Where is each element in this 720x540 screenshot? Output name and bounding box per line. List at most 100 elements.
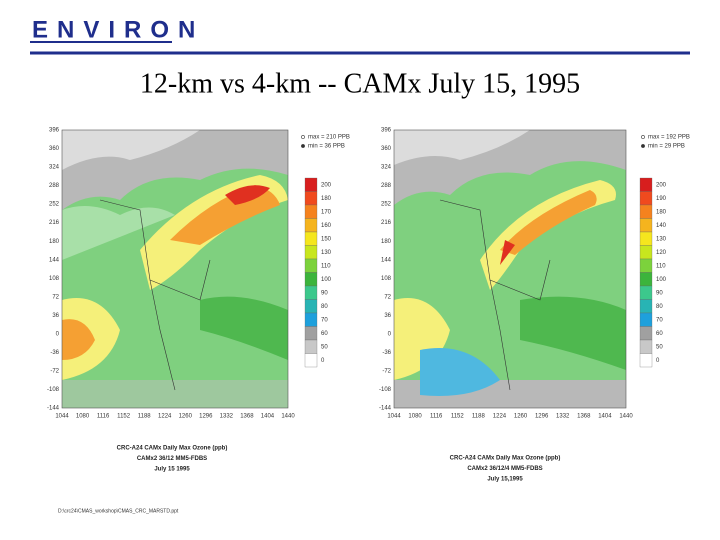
colorbar-label: 120 [656,250,667,256]
y-tick-label: 396 [49,128,60,134]
x-tick-label: 1044 [387,414,401,420]
colorbar-label: 110 [656,263,666,269]
colorbar-label: 110 [321,263,331,269]
x-tick-label: 1260 [514,414,528,420]
map-caption: July 15 1995 [154,467,190,473]
colorbar-label: 60 [321,331,328,337]
y-tick-label: 216 [381,220,392,226]
y-tick-label: 324 [381,165,392,171]
y-tick-label: 108 [49,276,60,282]
y-tick-label: 324 [49,165,60,171]
x-tick-label: 1116 [430,414,443,420]
colorbar-swatch [639,258,653,273]
colorbar-label: 130 [656,236,667,242]
legend-label: max = 192 PPB [648,135,690,141]
colorbar-swatch [304,299,318,314]
y-tick-label: 360 [49,146,60,152]
y-tick-label: 72 [384,294,391,300]
legend-symbol [301,144,305,148]
legend-label: max = 210 PPB [308,135,350,141]
colorbar-swatch [639,177,653,192]
colorbar-label: 100 [321,277,332,283]
colorbar-swatch [639,218,653,233]
colorbar-label: 100 [656,277,667,283]
colorbar-label: 80 [321,304,328,310]
y-tick-label: 180 [381,239,392,245]
colorbar-swatch [639,231,653,246]
file-path: D:\crc24\CMAS_workshop\CMAS_CRC_MARSTD.p… [58,508,179,514]
x-tick-label: 1260 [179,414,193,420]
colorbar-label: 80 [656,304,663,310]
colorbar-label: 50 [656,344,663,350]
x-tick-label: 1296 [535,414,549,420]
legend-symbol [641,135,645,139]
colorbar-label: 180 [321,196,332,202]
x-tick-label: 1152 [117,414,131,420]
y-tick-label: 180 [49,239,60,245]
x-tick-label: 1440 [619,414,633,420]
x-tick-label: 1368 [240,414,254,420]
slide-title: 12-km vs 4-km -- CAMx July 15, 1995 [140,68,580,99]
map-frame [61,129,289,409]
x-tick-label: 1080 [76,414,90,420]
x-tick-label: 1404 [598,414,612,420]
y-tick-label: 144 [49,257,60,263]
ozone-map-4km [394,130,626,408]
x-tick-label: 1188 [138,414,152,420]
colorbar-swatch [639,353,653,368]
y-tick-label: 36 [384,313,391,319]
map-frame [393,129,627,409]
y-tick-label: -72 [50,369,59,375]
colorbar-label: 190 [656,196,667,202]
ozone-map-12km [62,130,288,408]
colorbar-swatch [304,312,318,327]
y-tick-label: 36 [52,313,59,319]
logo: ENVIRON [32,16,204,43]
x-tick-label: 1152 [451,414,465,420]
colorbar-label: 90 [656,290,663,296]
y-tick-label: 252 [49,202,60,208]
y-tick-label: -108 [47,387,60,393]
x-tick-label: 1440 [281,414,295,420]
x-tick-label: 1296 [199,414,213,420]
map-caption: CAMx2 36/12 MM5-FDBS [137,456,207,462]
colorbar-swatch [639,339,653,354]
x-tick-label: 1044 [55,414,69,420]
y-tick-label: -108 [379,387,392,393]
x-tick-label: 1224 [493,414,507,420]
colorbar-swatch [304,258,318,273]
y-tick-label: -36 [382,350,391,356]
colorbar-swatch [639,312,653,327]
colorbar-label: 140 [656,223,667,229]
y-tick-label: 216 [49,220,60,226]
colorbar-swatch [304,339,318,354]
map-caption: CRC-A24 CAMx Daily Max Ozone (ppb) [450,456,561,462]
map-caption: July 15,1995 [487,477,523,483]
y-tick-label: 108 [381,276,392,282]
legend-label: min = 29 PPB [648,144,685,150]
legend-symbol [301,135,305,139]
colorbar-label: 0 [321,358,325,364]
x-tick-label: 1080 [408,414,422,420]
colorbar-swatch [304,272,318,287]
colorbar-swatch [639,285,653,300]
x-tick-label: 1224 [158,414,172,420]
x-tick-label: 1332 [220,414,234,420]
colorbar-swatch [304,218,318,233]
colorbar-label: 0 [656,358,660,364]
colorbar-label: 90 [321,290,328,296]
colorbar-label: 180 [656,209,667,215]
colorbar-swatch [304,204,318,219]
colorbar-label: 200 [321,182,332,188]
y-tick-label: -144 [47,406,60,412]
legend-label: min = 36 PPB [308,144,345,150]
x-tick-label: 1116 [97,414,110,420]
colorbar-label: 160 [321,223,332,229]
x-tick-label: 1368 [577,414,591,420]
colorbar-swatch [304,245,318,260]
colorbar-swatch [304,191,318,206]
y-tick-label: 288 [49,183,60,189]
y-tick-label: 288 [381,183,392,189]
